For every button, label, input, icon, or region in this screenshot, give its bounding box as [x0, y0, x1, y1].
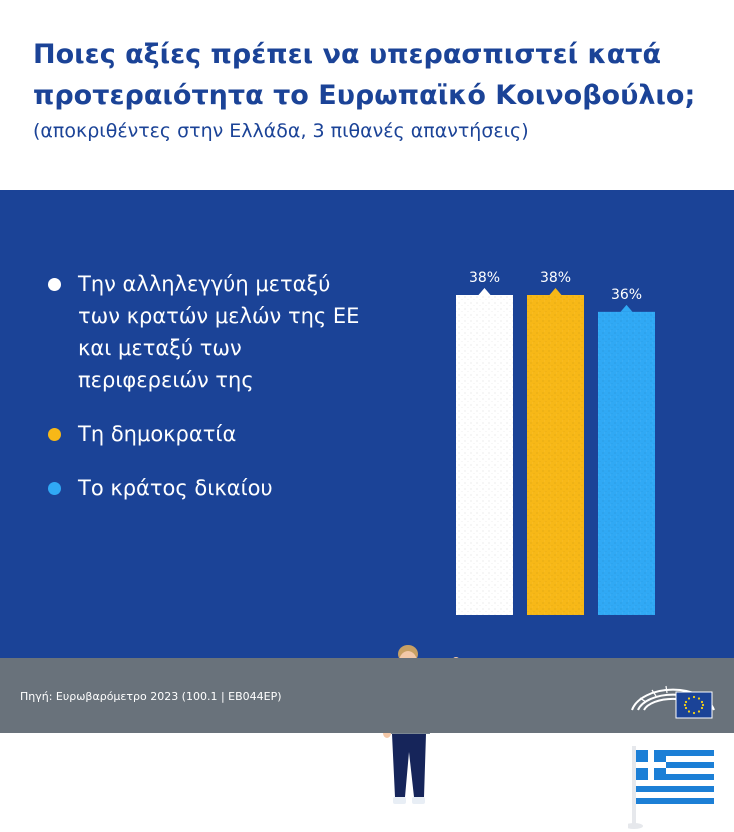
bar-chart: 38% 38% 36% [456, 270, 655, 615]
header: Ποιες αξίες πρέπει να υπερασπιστεί κατά … [0, 0, 734, 190]
legend-dot-icon [48, 278, 61, 291]
legend-label-line: των κρατών μελών της ΕΕ [78, 304, 360, 328]
legend-item: Τη δημοκρατία [48, 418, 408, 450]
bar-value-label: 38% [540, 270, 571, 286]
legend-label-line: και μεταξύ των [78, 336, 242, 360]
bar-pointer [620, 304, 633, 312]
legend-dot-icon [48, 428, 61, 441]
footer: Πηγή: Ευρωβαρόμετρο 2023 (100.1 | EB044E… [0, 658, 734, 733]
source-note: Πηγή: Ευρωβαρόμετρο 2023 (100.1 | EB044E… [20, 690, 282, 703]
page-title: Ποιες αξίες πρέπει να υπερασπιστεί κατά … [33, 39, 696, 111]
chart-panel: Την αλληλεγγύη μεταξύ των κρατών μελών τη… [0, 190, 734, 829]
legend: Την αλληλεγγύη μεταξύ των κρατών μελών τη… [48, 268, 408, 526]
greek-flag-icon [628, 746, 714, 829]
page-subtitle: (αποκριθέντες στην Ελλάδα, 3 πιθανές απα… [33, 120, 529, 142]
bar-value-label: 38% [469, 270, 500, 286]
legend-label-line: Την αλληλεγγύη μεταξύ [78, 272, 331, 296]
bar-texture [598, 311, 655, 615]
bar-value-label: 36% [611, 287, 642, 303]
legend-label-line: Το κράτος δικαίου [78, 476, 273, 500]
bar-pointer [478, 288, 491, 295]
legend-label-line: Τη δημοκρατία [78, 422, 237, 446]
european-parliament-logo-icon [631, 685, 715, 719]
legend-item: Την αλληλεγγύη μεταξύ των κρατών μελών τη… [48, 268, 408, 396]
legend-item: Το κράτος δικαίου [48, 472, 408, 504]
bar-texture [527, 295, 584, 615]
legend-dot-icon [48, 482, 61, 495]
bar-texture [456, 295, 513, 615]
legend-label-line: περιφερειών της [78, 368, 254, 392]
bar-pointer [549, 288, 562, 295]
